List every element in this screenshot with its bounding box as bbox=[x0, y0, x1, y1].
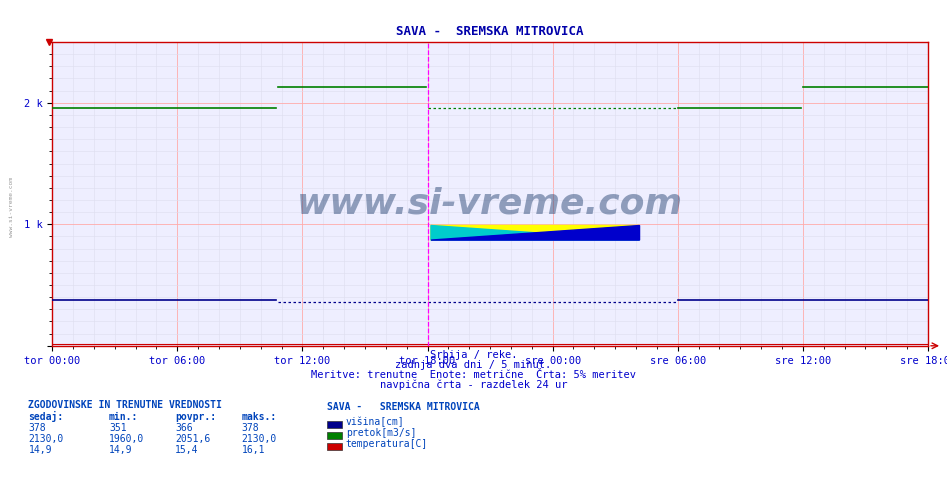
Text: 2130,0: 2130,0 bbox=[241, 434, 277, 444]
Text: temperatura[C]: temperatura[C] bbox=[346, 439, 428, 449]
Text: 15,4: 15,4 bbox=[175, 445, 199, 454]
Polygon shape bbox=[431, 225, 639, 240]
Text: 1960,0: 1960,0 bbox=[109, 434, 144, 444]
Text: zadnja dva dni / 5 minut.: zadnja dva dni / 5 minut. bbox=[396, 360, 551, 370]
Text: 2130,0: 2130,0 bbox=[28, 434, 63, 444]
Text: navpična črta - razdelek 24 ur: navpična črta - razdelek 24 ur bbox=[380, 379, 567, 390]
Polygon shape bbox=[431, 225, 639, 240]
Text: 16,1: 16,1 bbox=[241, 445, 265, 454]
Text: sedaj:: sedaj: bbox=[28, 411, 63, 422]
Title: SAVA -  SREMSKA MITROVICA: SAVA - SREMSKA MITROVICA bbox=[397, 25, 583, 38]
Text: ZGODOVINSKE IN TRENUTNE VREDNOSTI: ZGODOVINSKE IN TRENUTNE VREDNOSTI bbox=[28, 400, 223, 410]
Text: višina[cm]: višina[cm] bbox=[346, 417, 404, 427]
Text: 378: 378 bbox=[241, 423, 259, 433]
Text: 366: 366 bbox=[175, 423, 193, 433]
Text: maks.:: maks.: bbox=[241, 412, 277, 422]
Text: min.:: min.: bbox=[109, 412, 138, 422]
Text: www.si-vreme.com: www.si-vreme.com bbox=[9, 177, 14, 238]
Text: 14,9: 14,9 bbox=[109, 445, 133, 454]
Polygon shape bbox=[431, 225, 639, 240]
Text: Meritve: trenutne  Enote: metrične  Črta: 5% meritev: Meritve: trenutne Enote: metrične Črta: … bbox=[311, 370, 636, 380]
Text: 351: 351 bbox=[109, 423, 127, 433]
Text: Srbija / reke.: Srbija / reke. bbox=[430, 350, 517, 360]
Text: pretok[m3/s]: pretok[m3/s] bbox=[346, 428, 416, 438]
Text: 378: 378 bbox=[28, 423, 46, 433]
Text: 14,9: 14,9 bbox=[28, 445, 52, 454]
Text: www.si-vreme.com: www.si-vreme.com bbox=[297, 186, 683, 220]
Text: SAVA -   SREMSKA MITROVICA: SAVA - SREMSKA MITROVICA bbox=[327, 402, 479, 412]
Text: povpr.:: povpr.: bbox=[175, 412, 216, 422]
Text: 2051,6: 2051,6 bbox=[175, 434, 210, 444]
